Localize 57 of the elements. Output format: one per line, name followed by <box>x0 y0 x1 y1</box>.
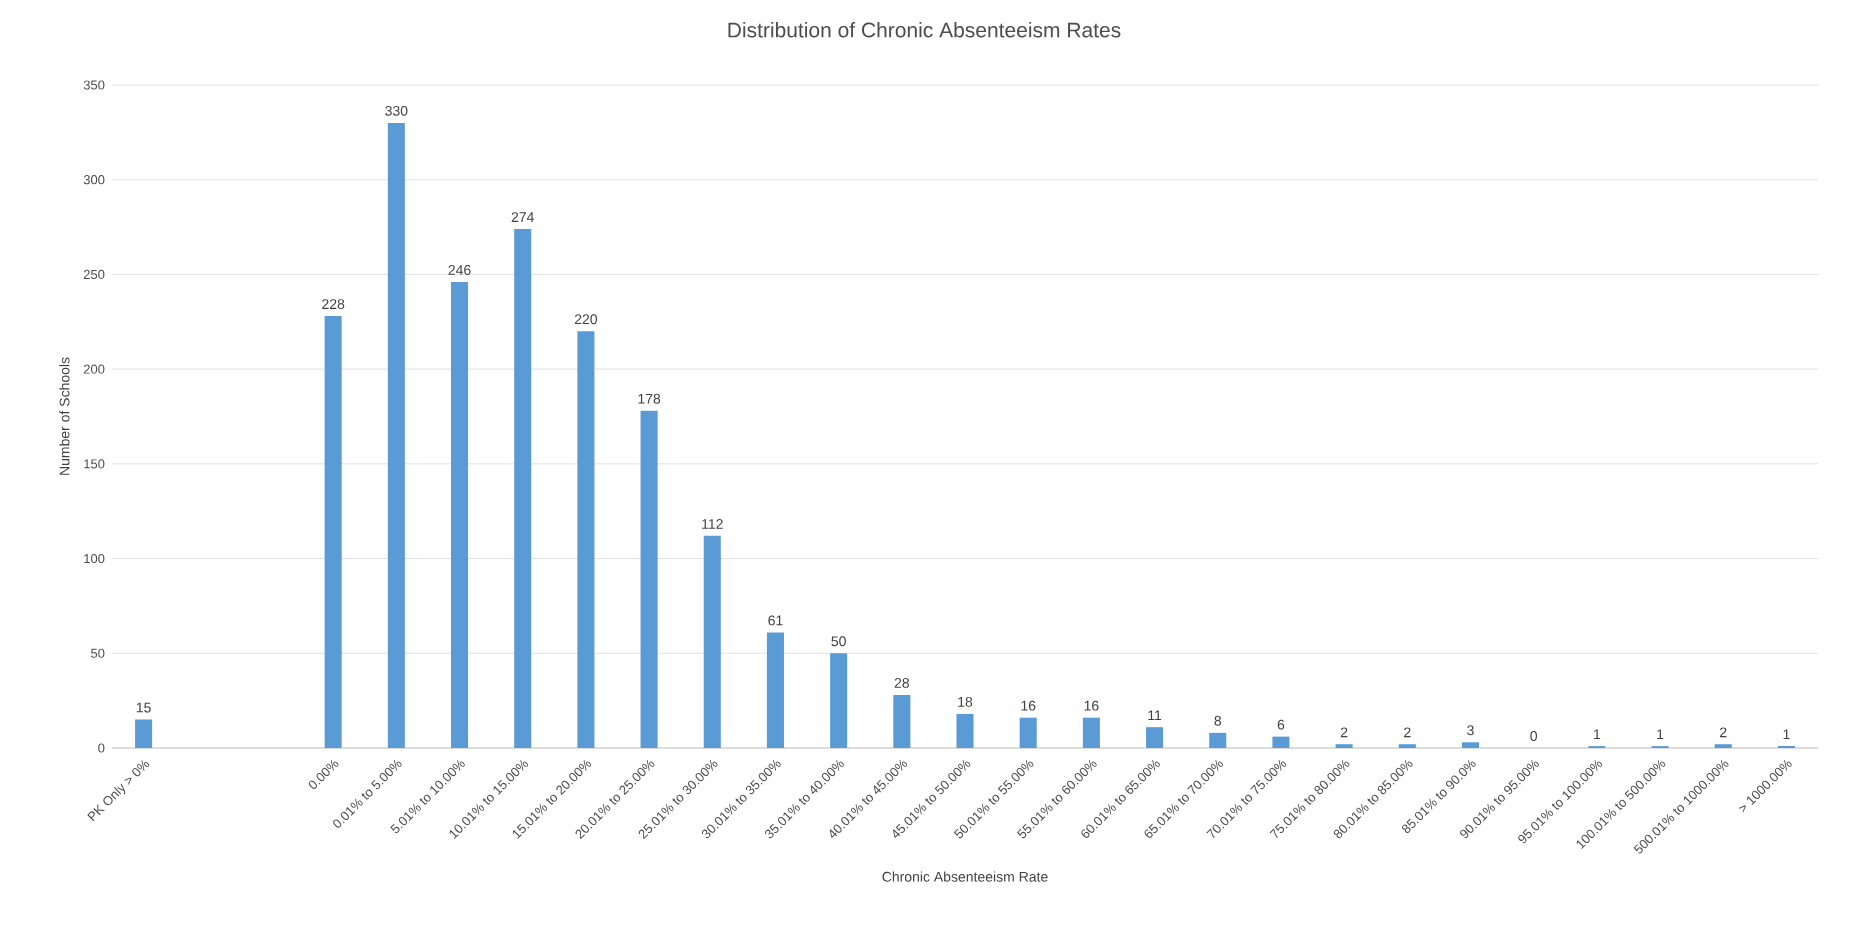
x-axis-title: Chronic Absenteeism Rate <box>882 871 1048 882</box>
y-tick-label: 350 <box>83 80 105 90</box>
data-label: 2 <box>1340 727 1348 738</box>
bar <box>451 282 469 748</box>
bar <box>387 122 405 748</box>
data-label: 2 <box>1404 727 1411 738</box>
data-label: 0 <box>1530 731 1538 741</box>
bar <box>1019 717 1037 748</box>
y-tick-label: 0 <box>98 743 105 753</box>
data-label: 16 <box>1084 700 1099 711</box>
bar <box>577 331 595 748</box>
bar <box>1146 727 1164 748</box>
bar <box>1272 736 1290 748</box>
data-label: 1 <box>1594 729 1601 740</box>
data-label: 15 <box>136 702 151 713</box>
data-label: 16 <box>1021 700 1036 711</box>
data-label: 330 <box>385 105 408 116</box>
bar <box>1461 742 1480 748</box>
chart-title: Distribution of Chronic Absenteeism Rates <box>728 22 1121 38</box>
data-label: 50 <box>831 636 846 647</box>
y-tick-label: 250 <box>83 269 105 280</box>
data-label: 220 <box>574 314 598 325</box>
bar <box>324 316 342 748</box>
bar <box>956 713 974 748</box>
y-tick-label: 300 <box>83 175 105 185</box>
bar <box>514 228 532 748</box>
data-label: 18 <box>958 696 973 707</box>
data-label: 1 <box>1657 729 1664 740</box>
y-tick-label: 200 <box>83 364 105 374</box>
data-label: 11 <box>1148 710 1162 721</box>
data-label: 28 <box>894 677 910 688</box>
bar <box>830 653 848 748</box>
bar <box>1398 744 1416 748</box>
data-label: 112 <box>702 519 723 529</box>
data-label: 228 <box>322 299 345 310</box>
data-label: 178 <box>638 393 661 404</box>
bar <box>1209 732 1227 748</box>
bar <box>766 632 784 748</box>
bar <box>1714 744 1732 748</box>
bar <box>893 694 911 748</box>
bar <box>1335 744 1353 748</box>
y-tick-label: 100 <box>84 553 105 564</box>
data-label: 8 <box>1214 715 1222 726</box>
y-axis-title: Number of Schools <box>59 357 70 475</box>
bar <box>135 719 153 748</box>
bar <box>703 535 721 748</box>
bar <box>1082 717 1100 748</box>
data-label: 3 <box>1467 725 1474 736</box>
data-label: 6 <box>1277 719 1285 730</box>
data-label: 1 <box>1783 729 1790 740</box>
bar <box>640 410 658 748</box>
y-tick-label: 150 <box>84 459 105 469</box>
data-label: 246 <box>448 265 471 275</box>
data-label: 61 <box>768 615 783 626</box>
data-label: 2 <box>1720 727 1727 738</box>
data-label: 274 <box>511 212 534 222</box>
y-tick-label: 50 <box>91 648 105 658</box>
